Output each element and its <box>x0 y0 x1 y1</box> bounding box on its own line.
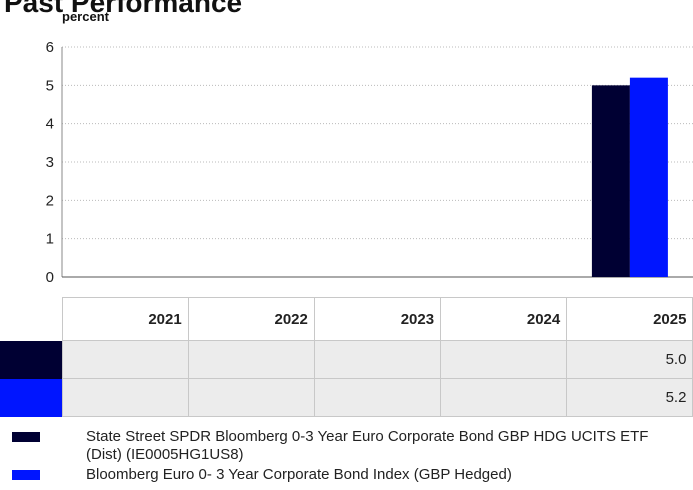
y-tick-label: 5 <box>46 77 54 94</box>
y-tick-label: 3 <box>46 154 54 171</box>
bar <box>629 77 668 278</box>
series-swatch <box>0 378 62 417</box>
y-tick-label: 4 <box>46 116 54 133</box>
y-tick-label: 0 <box>46 269 54 286</box>
value-cell <box>313 378 442 417</box>
chart: Past Performance percent 0 1 2 3 4 5 6 <box>4 0 693 286</box>
y-tick-label: 2 <box>46 192 54 209</box>
column-header: 2021 <box>61 297 189 341</box>
chart-title: Past Performance <box>4 0 242 18</box>
value-cell <box>440 378 568 417</box>
value-cell <box>187 378 315 417</box>
data-row: 5.2 <box>0 378 693 417</box>
legend-swatch <box>12 432 40 442</box>
legend-entry: State Street SPDR Bloomberg 0-3 Year Eur… <box>0 428 686 464</box>
legend: State Street SPDR Bloomberg 0-3 Year Eur… <box>0 428 693 486</box>
column-header: 2024 <box>440 297 568 341</box>
y-tick-label: 1 <box>46 231 54 248</box>
legend-label: Bloomberg Euro 0- 3 Year Corporate Bond … <box>86 466 512 483</box>
value-cell <box>61 340 189 379</box>
header-row: 2021 2022 2023 2024 2025 <box>0 297 693 341</box>
column-header: 2023 <box>313 297 442 341</box>
legend-entry: Bloomberg Euro 0- 3 Year Corporate Bond … <box>0 466 686 484</box>
corner-cell <box>0 297 62 341</box>
legend-label: State Street SPDR Bloomberg 0-3 Year Eur… <box>86 428 649 463</box>
value-cell <box>61 378 189 417</box>
value-cell: 5.0 <box>566 340 693 379</box>
value-cell <box>313 340 442 379</box>
series-swatch <box>0 340 62 379</box>
y-tick-label: 6 <box>46 39 54 56</box>
legend-swatch <box>12 470 40 480</box>
column-header: 2025 <box>566 297 693 341</box>
value-cell: 5.2 <box>566 378 693 417</box>
value-cell <box>440 340 568 379</box>
data-row: 5.0 <box>0 340 693 379</box>
bar <box>591 85 630 277</box>
value-cell <box>187 340 315 379</box>
y-axis-label: percent <box>62 9 110 24</box>
column-header: 2022 <box>187 297 315 341</box>
data-table: 2021 2022 2023 2024 2025 5.0 5.2 <box>0 297 693 417</box>
